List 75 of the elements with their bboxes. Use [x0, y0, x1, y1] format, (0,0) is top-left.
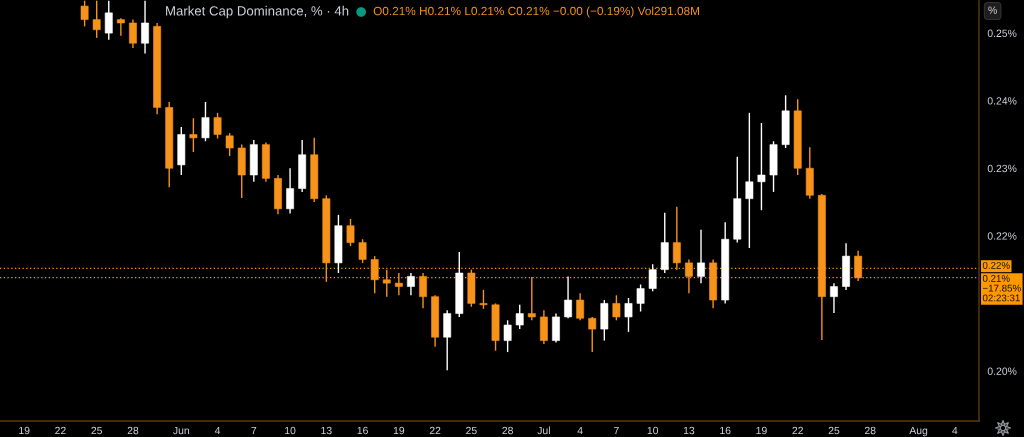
candlestick	[189, 117, 198, 153]
x-tick-label: 13	[683, 426, 695, 435]
candlestick	[552, 312, 560, 344]
candlestick	[80, 0, 89, 28]
legend-label: 0.21% −17.85% 02:23:31	[982, 274, 1021, 302]
candlestick	[697, 229, 705, 284]
x-tick-label: 25	[466, 426, 477, 435]
x-tick-label: 22	[55, 426, 66, 435]
candlestick	[213, 112, 222, 140]
candlestick	[370, 255, 379, 294]
candlestick	[588, 316, 597, 353]
candlestick	[515, 304, 524, 330]
candlestick	[503, 319, 512, 353]
candlestick	[685, 258, 693, 294]
candlestick	[527, 276, 536, 322]
candlestick	[854, 250, 863, 282]
x-tick-label: 16	[720, 426, 731, 435]
candlestick	[346, 218, 355, 247]
candlestick	[830, 282, 838, 314]
y-tick-label: 0.22%	[987, 232, 1017, 240]
candlestick	[116, 17, 125, 37]
x-tick-label: 25	[91, 426, 103, 435]
candlestick	[636, 283, 645, 313]
candlestick	[286, 167, 294, 215]
text: %	[988, 6, 997, 14]
x-tick-label: 7	[614, 426, 619, 435]
x-tick-label: 19	[756, 426, 767, 435]
candlestick	[382, 268, 391, 298]
candlestick	[201, 101, 210, 142]
candlestick	[225, 132, 234, 157]
candlestick	[129, 18, 137, 49]
x-tick-label: 4	[577, 426, 583, 435]
candlestick	[648, 263, 657, 292]
x-tick-label: 25	[828, 426, 840, 435]
y-tick-label: 0.20%	[987, 367, 1017, 375]
candlestick	[407, 272, 415, 297]
x-tick-label: Aug	[909, 426, 928, 437]
x-tick-label: 10	[647, 426, 659, 435]
x-tick-label: 10	[285, 426, 296, 435]
x-tick-label: 22	[792, 426, 803, 435]
x-tick-label: 22	[429, 426, 441, 435]
candlestick	[612, 294, 621, 322]
x-tick-label: 16	[357, 426, 368, 435]
candlestick	[576, 292, 585, 322]
x-tick-label: 4	[952, 426, 958, 435]
candlestick	[624, 297, 633, 333]
text: O0.21% H0.21% L0.21% C0.21% −0.00 (−0.19%) Vol291.08M	[373, 6, 699, 18]
x-tick-label: 19	[19, 426, 30, 435]
y-tick-label: 0.25%	[987, 29, 1017, 37]
candlestick	[539, 309, 548, 345]
candlestick	[443, 309, 452, 372]
candlestick	[757, 122, 766, 211]
candlestick	[358, 238, 367, 264]
candlestick	[92, 0, 101, 39]
x-tick-label: 7	[251, 426, 257, 435]
candlestick	[141, 0, 149, 55]
y-tick-label: 0.23%	[987, 164, 1017, 173]
candlestick	[419, 272, 427, 309]
candlestick	[104, 0, 113, 41]
x-tick-label: 28	[864, 426, 876, 435]
x-tick-label: 13	[321, 426, 332, 435]
candlestick	[394, 272, 403, 297]
x-tick-label: 4	[214, 426, 221, 435]
x-tick-label: Jun	[173, 426, 190, 435]
ref-line-label: 0.22%	[982, 261, 1010, 269]
chart-title: Market Cap Dominance, % · 4h	[166, 5, 349, 19]
y-tick-label: 0.24%	[987, 97, 1017, 105]
candlestick	[479, 289, 488, 310]
candlestick	[745, 112, 754, 249]
candlestick	[564, 275, 572, 319]
x-tick-label: 19	[393, 426, 405, 435]
x-tick-label: 28	[502, 426, 513, 435]
candlestick	[672, 206, 681, 271]
x-tick-label: Jul	[537, 426, 550, 435]
x-tick-label: 28	[127, 426, 139, 435]
